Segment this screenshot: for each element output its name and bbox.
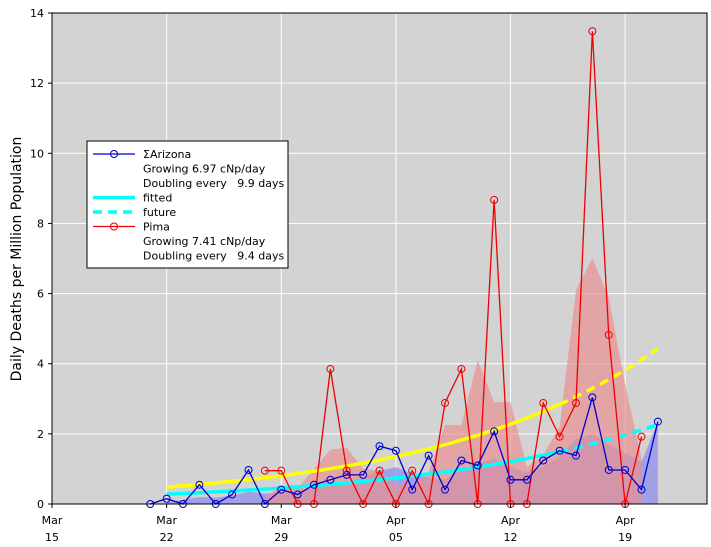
series-0-point-8: [277, 485, 286, 494]
plot-frame: [51, 12, 708, 505]
y-tick-label-0: 0: [37, 498, 44, 511]
series-0-point-26: [572, 451, 580, 460]
legend-entry-2: Doubling every 9.9 days: [143, 177, 285, 190]
series-0-point-6: [244, 465, 253, 474]
series-0-point-12: [342, 470, 351, 479]
series-1-point-19: [572, 398, 580, 407]
series-1-point-23: [637, 432, 646, 441]
series-0-point-19: [457, 456, 466, 465]
y-tick-label-12: 12: [30, 77, 44, 90]
series-0-point-10: [310, 480, 318, 489]
series-0-point-9: [293, 490, 302, 499]
series-0-point-18: [441, 485, 449, 494]
legend-entry-7: Doubling every 9.4 days: [143, 250, 285, 263]
series-0-point-29: [621, 465, 630, 474]
area-bands: [166, 258, 658, 504]
x-tick-label-day-2020-04-19: 19: [618, 531, 632, 544]
series-0-point-23: [522, 475, 531, 484]
y-tick-label-6: 6: [37, 288, 44, 301]
series-1-point-1: [277, 466, 286, 475]
fit-curve-2: [166, 402, 561, 489]
series-0-point-30: [637, 485, 646, 494]
axes: 0 2 4 6 8 10 12 14 Mar 15 Mar 22 Mar 29 Apr 05 Apr 12 Apr 1…: [30, 7, 635, 544]
series-line-1: [264, 31, 643, 507]
legend-box: [86, 140, 289, 269]
legend-entry-0: ΣArizona: [143, 148, 191, 161]
x-tick-label-day-2020-03-29: 29: [274, 531, 288, 544]
y-tick-label-14: 14: [30, 7, 44, 20]
series-0-point-3: [195, 480, 204, 489]
series-0-point-21: [490, 427, 499, 436]
series-0-point-13: [359, 470, 368, 479]
series-0-point-25: [555, 446, 564, 455]
fit-curve-1: [559, 422, 659, 454]
x-tick-label-day-2020-04-05: 05: [389, 531, 403, 544]
series-0-point-1: [162, 494, 171, 503]
series-line-0: [150, 397, 659, 506]
series-0-point-28: [604, 465, 613, 474]
series-0-point-11: [326, 475, 335, 484]
x-tick-label-month-2020-04-19: Apr: [616, 514, 636, 527]
series-1-point-5: [342, 466, 351, 475]
x-tick-label-day-2020-04-12: 12: [504, 531, 518, 544]
series-0-point-16: [408, 485, 417, 494]
y-tick-label-8: 8: [37, 217, 44, 230]
y-axis-label: Daily Deaths per Million Population: [9, 137, 25, 382]
legend-entry-1: Growing 6.97 cNp/day: [143, 163, 266, 176]
series-1-point-21: [604, 330, 613, 339]
y-tick-label-2: 2: [37, 428, 44, 441]
x-tick-label-day-2020-03-15: 15: [45, 531, 59, 544]
legend-entry-5: Pima: [143, 221, 170, 234]
legend-marker-5: [110, 222, 118, 231]
x-tick-label-month-2020-03-29: Mar: [271, 514, 292, 527]
area-band-1: [264, 258, 642, 504]
series-0-point-15: [391, 446, 400, 455]
x-tick-label-day-2020-03-22: 22: [160, 531, 174, 544]
series-1-point-12: [457, 364, 466, 373]
series-1-point-11: [441, 398, 449, 407]
series-0-point-20: [473, 461, 482, 470]
series-0-point-22: [506, 475, 515, 484]
legend-entry-3: fitted: [143, 192, 172, 205]
x-tick-label-month-2020-03-15: Mar: [42, 514, 63, 527]
series-1-point-14: [490, 195, 499, 204]
series-1-point-0: [260, 466, 269, 475]
series-1-point-9: [408, 466, 417, 475]
series-0-point-17: [424, 451, 433, 460]
series-0-point-5: [228, 490, 237, 499]
series-0-point-24: [539, 456, 548, 465]
series-0-point-31: [653, 417, 662, 426]
y-tick-label-10: 10: [30, 147, 44, 160]
data-series: [146, 27, 662, 508]
series-1-point-7: [375, 466, 384, 475]
x-tick-label-month-2020-03-22: Mar: [156, 514, 177, 527]
legend-entry-6: Growing 7.41 cNp/day: [143, 235, 266, 248]
series-1-point-17: [539, 398, 548, 407]
y-tick-label-4: 4: [37, 358, 44, 371]
series-0-point-14: [375, 442, 384, 451]
legend-entry-4: future: [143, 206, 176, 219]
series-1-point-4: [326, 364, 335, 373]
series-0-point-27: [588, 393, 597, 402]
series-1-point-20: [588, 27, 597, 36]
series-1-point-18: [555, 432, 564, 441]
legend-marker-0: [110, 150, 118, 158]
x-tick-label-month-2020-04-05: Apr: [386, 514, 406, 527]
x-tick-label-month-2020-04-12: Apr: [501, 514, 521, 527]
